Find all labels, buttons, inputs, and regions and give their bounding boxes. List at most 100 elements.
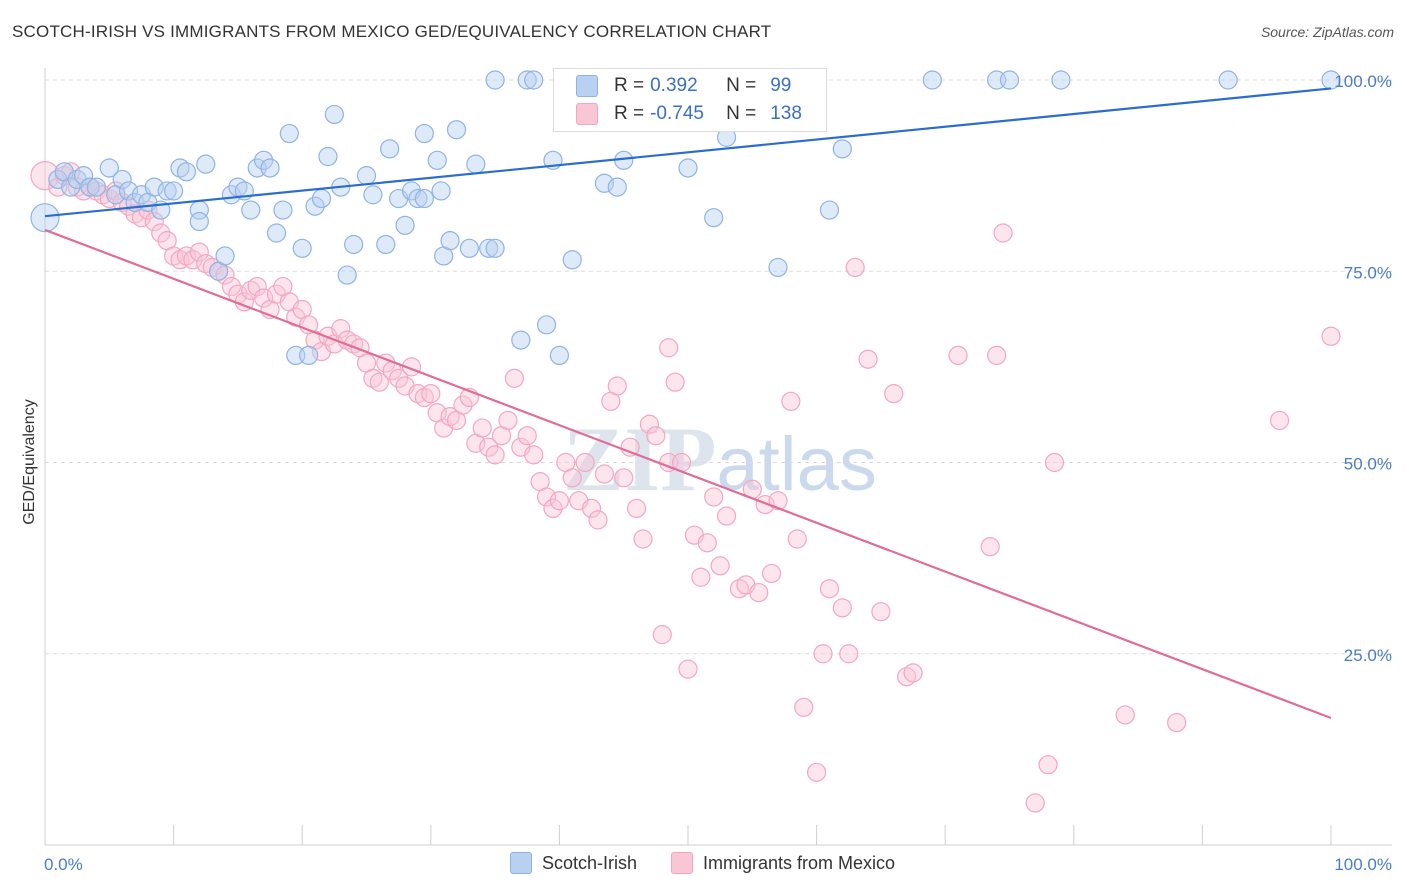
data-point (697, 533, 717, 553)
data-point (279, 123, 299, 144)
data-point (575, 452, 595, 473)
data-point (247, 276, 267, 297)
data-point (80, 177, 100, 197)
legend-n-value: 99 (770, 75, 792, 96)
data-point (980, 537, 1000, 557)
data-point (221, 185, 242, 205)
data-point (755, 494, 775, 515)
data-point (536, 487, 557, 507)
data-point (414, 123, 434, 144)
data-point (922, 70, 942, 90)
data-point (485, 445, 505, 465)
legend-swatch-pink (671, 852, 694, 874)
data-point (678, 659, 698, 679)
data-point (517, 70, 537, 90)
data-point (421, 384, 441, 404)
data-point (511, 330, 531, 350)
data-point (768, 491, 788, 511)
data-point (581, 498, 602, 518)
data-point (948, 345, 968, 365)
data-point (266, 223, 287, 243)
data-point (273, 200, 293, 220)
data-point (164, 181, 184, 201)
data-point (652, 625, 672, 645)
data-point (151, 223, 171, 243)
legend-r-value: 0.392 (650, 75, 698, 96)
legend-n-value: 138 (770, 103, 802, 124)
x-tick-label: 100.0% (1334, 855, 1392, 874)
y-tick-label: 100.0% (1334, 72, 1392, 91)
data-point (389, 368, 409, 388)
data-point (176, 162, 197, 182)
y-tick-label: 25.0% (1344, 646, 1392, 665)
data-point (292, 238, 312, 258)
trend-line-scotch-irish (44, 87, 1332, 218)
data-point (498, 410, 518, 431)
data-point (61, 177, 81, 197)
data-point (376, 234, 396, 255)
data-point (678, 158, 698, 178)
data-point (183, 250, 203, 270)
data-point (543, 498, 563, 518)
data-point (356, 166, 377, 186)
data-point (324, 104, 344, 125)
data-point (1044, 452, 1065, 473)
data-point (524, 445, 544, 465)
data-point (344, 234, 364, 255)
data-point (118, 181, 139, 201)
data-point (73, 166, 94, 186)
data-point (318, 146, 338, 167)
data-point (311, 188, 332, 209)
data-point (999, 70, 1020, 90)
data-point (395, 215, 415, 235)
data-point (1167, 712, 1187, 733)
data-point (30, 203, 60, 233)
data-point (806, 762, 827, 782)
axes (44, 68, 1392, 846)
data-point (858, 349, 878, 369)
data-point (440, 231, 460, 251)
legend-label-mexico: Immigrants from Mexico (703, 852, 896, 873)
data-point (787, 529, 807, 549)
data-point (221, 276, 242, 297)
data-point (459, 238, 479, 258)
watermark: ZIPatlas (563, 408, 877, 510)
data-point (380, 139, 400, 159)
data-point (1218, 70, 1238, 90)
data-point (86, 177, 107, 197)
x-tick-label: 0.0% (44, 855, 83, 874)
data-point (1269, 410, 1290, 431)
legend-item-scotch-irish: Scotch-Irish (510, 852, 637, 874)
source-label: Source: ZipAtlas.com (1260, 24, 1394, 40)
chart-title: SCOTCH-IRISH VS IMMIGRANTS FROM MEXICO G… (12, 22, 772, 41)
trend-lines (44, 87, 1332, 720)
legend-item-mexico: Immigrants from Mexico (671, 852, 895, 874)
data-point (607, 376, 627, 396)
data-point (427, 150, 447, 170)
data-point (260, 158, 280, 178)
data-point (536, 315, 557, 335)
data-point (665, 372, 685, 392)
data-point (157, 181, 177, 201)
data-point (594, 464, 615, 484)
data-point (196, 154, 216, 174)
data-point (99, 158, 119, 178)
legend-row-scotch-irish: R = 0.392 N = 99 (576, 73, 791, 99)
data-point (1115, 705, 1135, 725)
data-point (871, 602, 891, 622)
data-point (845, 257, 865, 278)
data-point (466, 154, 486, 174)
data-point (485, 70, 505, 90)
data-point (819, 579, 840, 599)
data-point (594, 173, 615, 193)
data-point (408, 188, 428, 209)
legend-r-label: R = (614, 75, 645, 96)
data-point (189, 242, 209, 262)
legend-swatch-blue (576, 75, 598, 97)
data-point (993, 223, 1013, 243)
data-point (1051, 70, 1071, 90)
legend-r-label: R = (614, 103, 645, 124)
correlation-legend: R = 0.392 N = 99 R = -0.745 N = 138 (553, 68, 827, 132)
data-point (639, 414, 660, 434)
